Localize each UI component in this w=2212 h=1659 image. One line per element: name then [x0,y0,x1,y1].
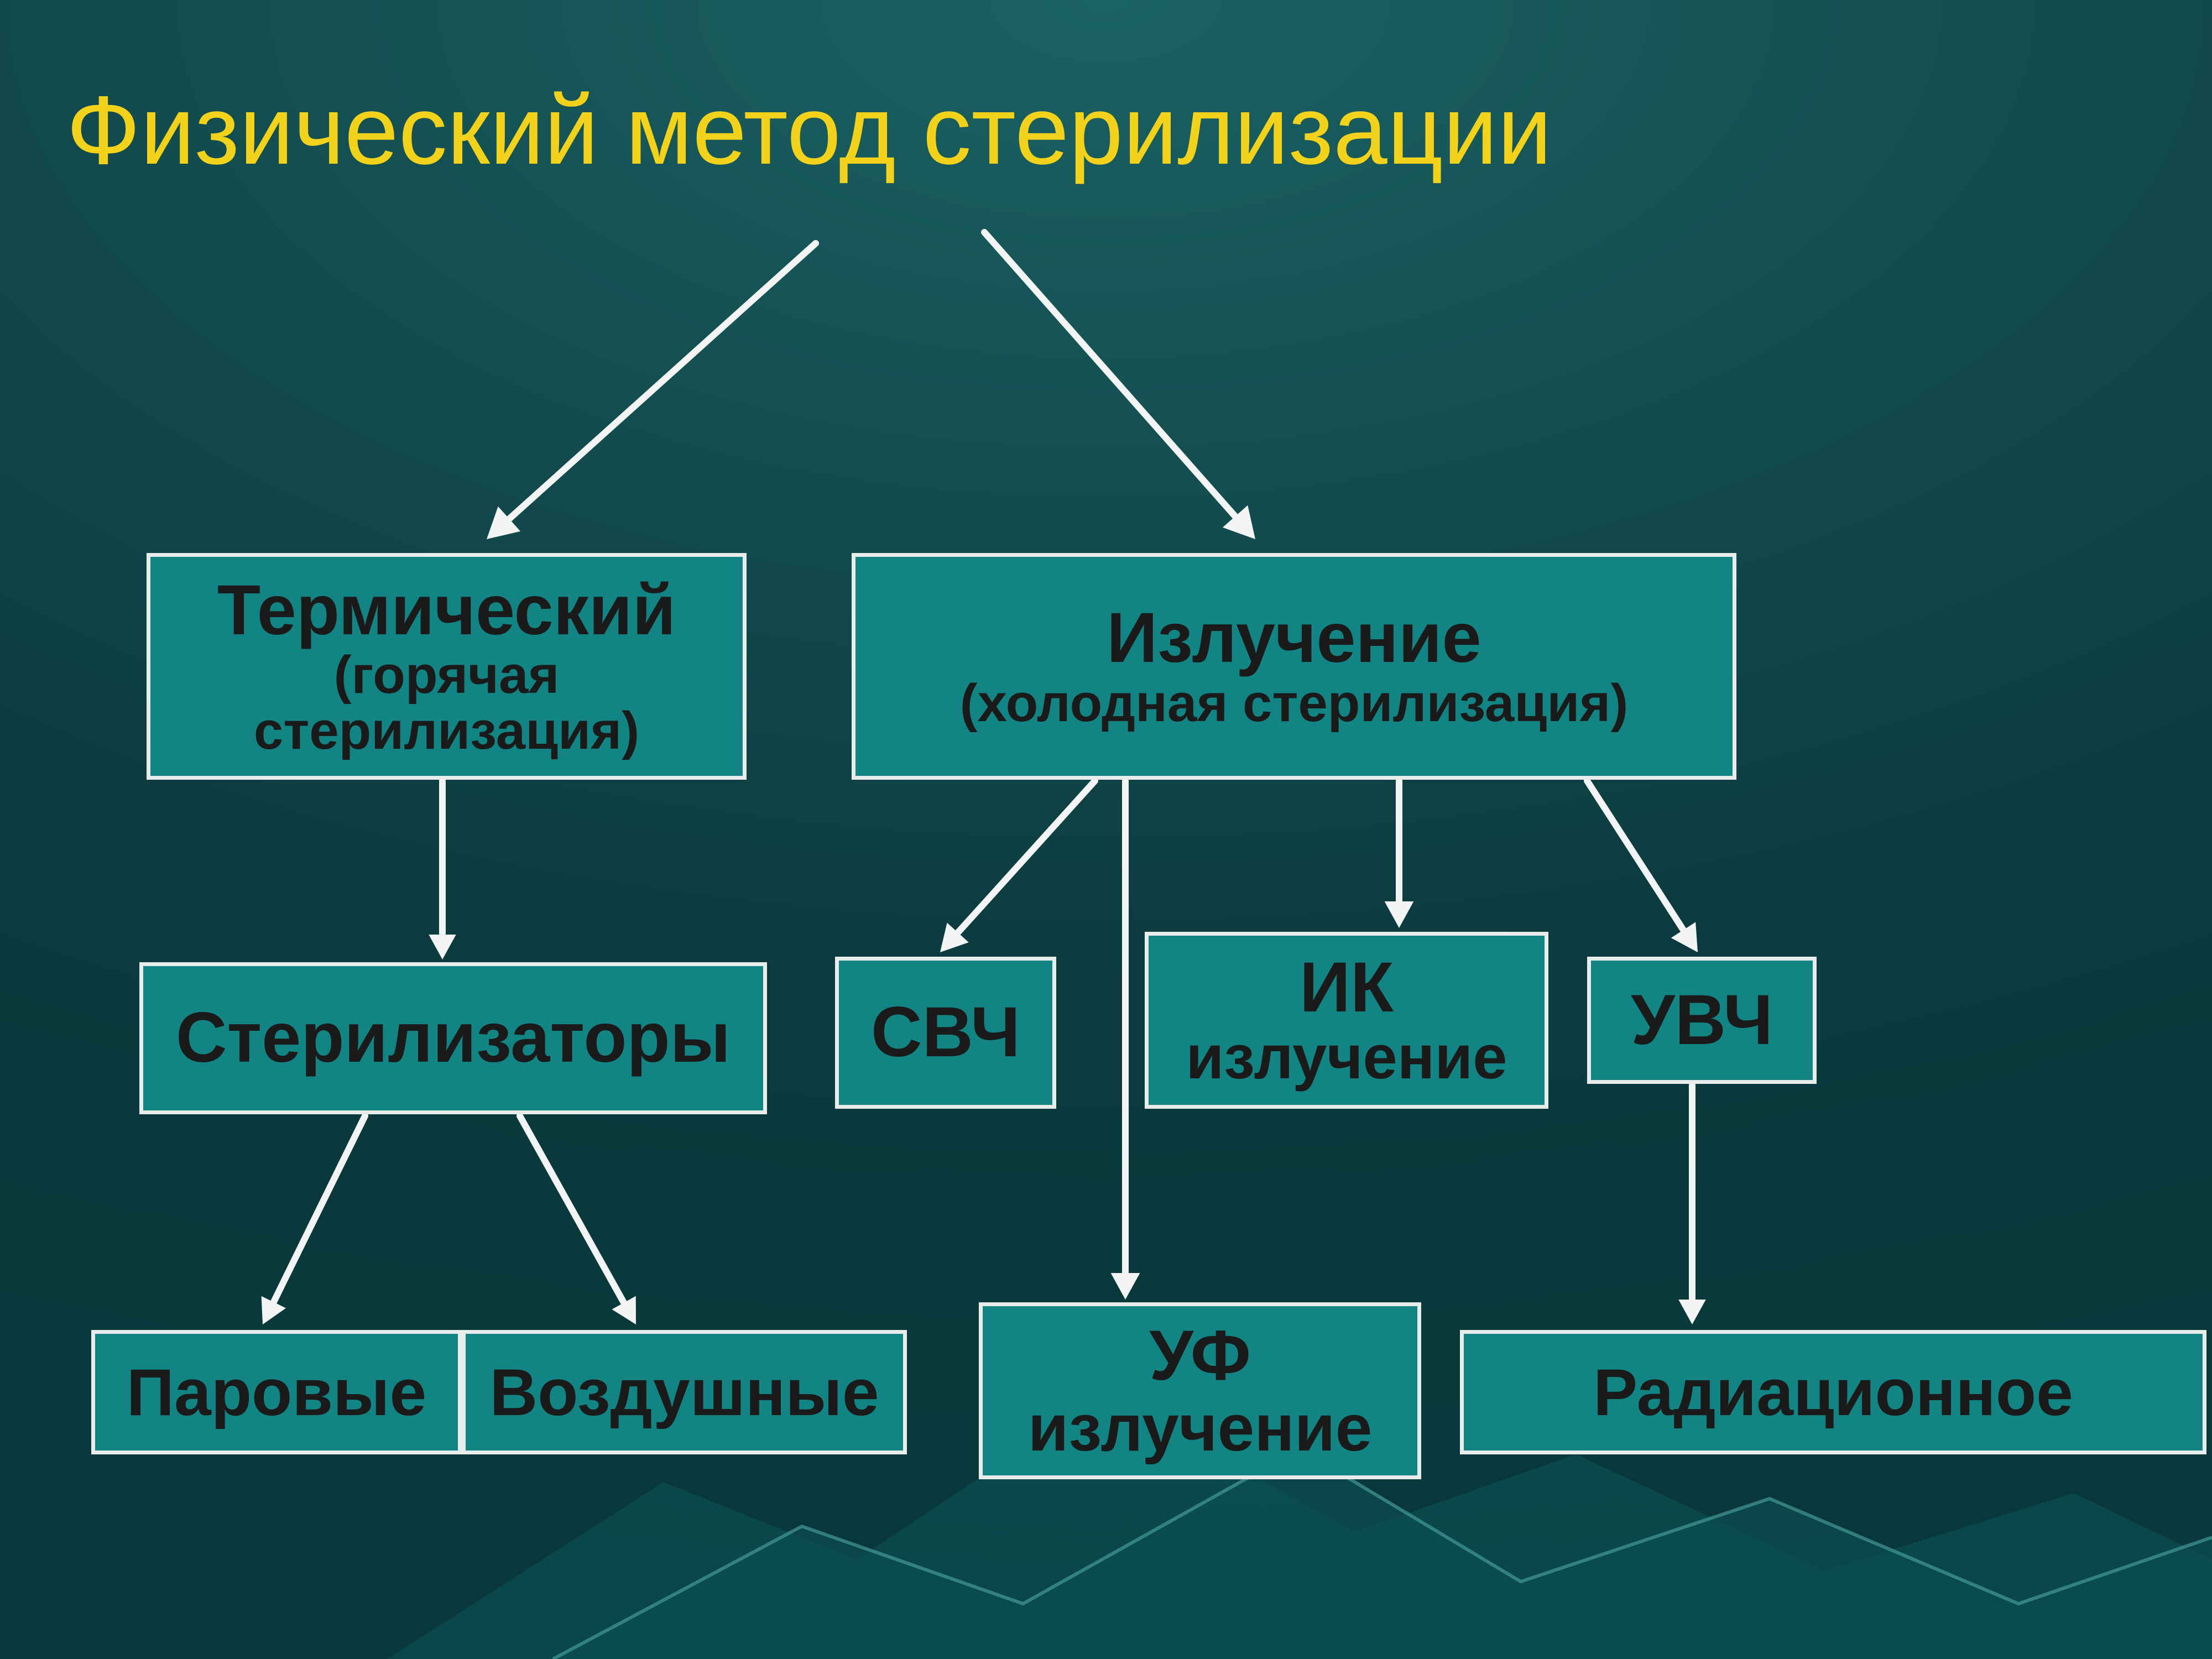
node-steam: Паровые [91,1330,462,1454]
node-label: Воздушные [489,1358,879,1427]
node-uf: УФизлучение [979,1302,1421,1479]
node-air: Воздушные [462,1330,907,1454]
node-thermal: Термический(горячая стерилизация) [147,553,747,780]
arrow [520,1116,636,1324]
node-sublabel: (холодная стерилизация) [960,676,1629,732]
arrow [1587,781,1698,952]
node-radio: Радиационное [1460,1330,2206,1454]
node-sublabel: излучение [1186,1025,1507,1090]
node-sterilizers: Стерилизаторы [139,962,767,1114]
slide-title: Физический метод стерилизации [66,75,1552,186]
node-label: СВЧ [871,995,1020,1070]
node-radiation: Излучение(холодная стерилизация) [852,553,1736,780]
node-label: Радиационное [1593,1358,2073,1427]
arrow [1111,781,1140,1300]
arrow [984,232,1255,539]
node-label: Термический [217,573,676,648]
arrow [940,781,1095,952]
node-uvch: УВЧ [1587,957,1817,1084]
node-label: ИК [1300,951,1394,1025]
node-label: Излучение [1107,601,1481,675]
node-label: Стерилизаторы [176,1001,731,1075]
node-svch: СВЧ [835,957,1056,1109]
node-sublabel: излучение [1028,1393,1373,1463]
arrow [1385,781,1414,928]
arrow [429,781,456,959]
node-ik: ИКизлучение [1145,932,1548,1109]
arrow [1678,1085,1706,1324]
node-label: УФ [1149,1319,1251,1393]
mountain-front [553,1449,2212,1659]
node-sublabel: (горячая стерилизация) [150,648,743,759]
arrow [487,243,816,539]
node-label: УВЧ [1631,983,1773,1057]
mountain-ridge [553,1449,2212,1659]
arrow [262,1116,365,1324]
node-label: Паровые [127,1358,427,1427]
slide-stage: Физический метод стерилизации Термически… [0,0,2212,1659]
